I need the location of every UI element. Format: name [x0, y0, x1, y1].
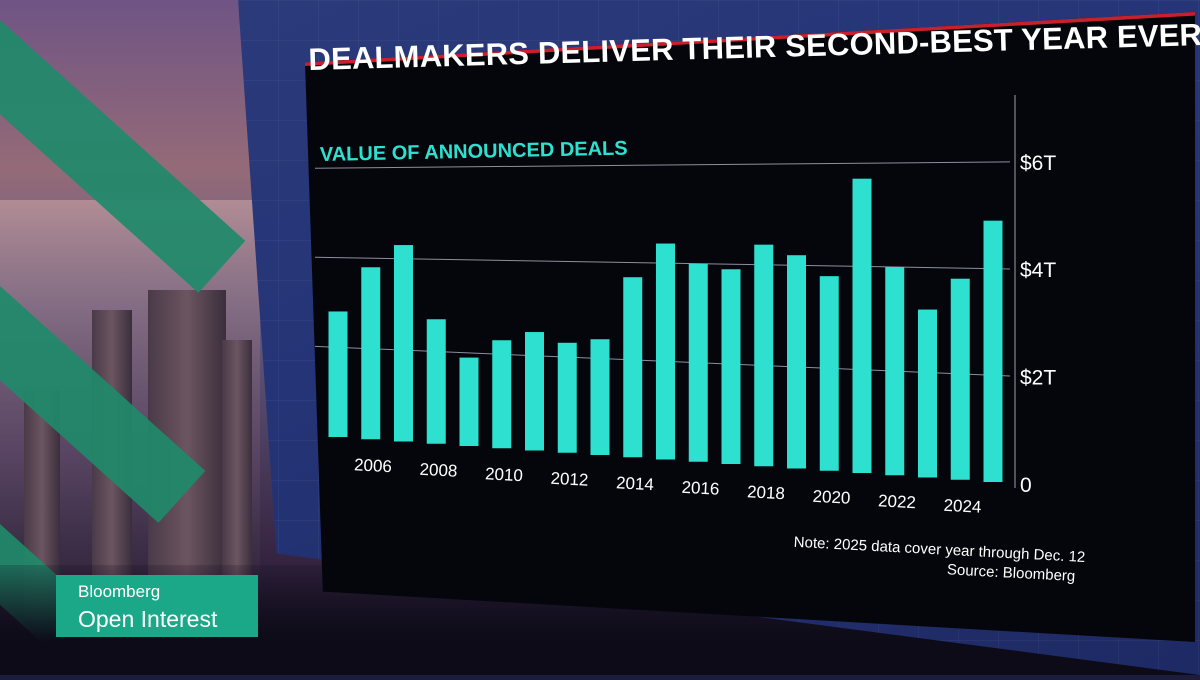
bar-2021: [852, 178, 872, 473]
bar-2013: [590, 339, 610, 455]
bar-2012: [557, 342, 577, 453]
x-tick-label: 2022: [878, 491, 917, 512]
y-tick-label: $4T: [1020, 259, 1056, 282]
x-tick-label: 2008: [419, 460, 458, 481]
y-tick-label: $6T: [1020, 152, 1056, 175]
brand-label: Bloomberg: [78, 582, 161, 601]
x-tick-label: 2012: [550, 469, 589, 490]
bar-2017: [721, 269, 741, 464]
x-tick-label: 2020: [812, 487, 851, 508]
bar-2025: [983, 220, 1003, 482]
bar-2022: [885, 267, 905, 476]
chart-subtitle: VALUE OF ANNOUNCED DEALS: [320, 138, 628, 166]
show-lower-third: Bloomberg Open Interest: [56, 575, 258, 637]
x-tick-label: 2016: [681, 478, 720, 499]
x-tick-label: 2024: [943, 496, 982, 517]
bar-2006: [361, 267, 381, 440]
bar-2008: [426, 319, 446, 444]
bar-2018: [754, 244, 774, 467]
bar-2014: [623, 277, 643, 458]
x-tick-label: 2014: [616, 473, 655, 494]
bar-layer: [328, 178, 1003, 482]
bar-2005: [328, 311, 348, 437]
bar-2011: [525, 332, 544, 451]
chart-note: Note: 2025 data cover year through Dec. …: [793, 534, 1085, 566]
chart-source: Source: Bloomberg: [947, 561, 1076, 585]
y-tick-label: 0: [1020, 474, 1032, 497]
bar-2024: [950, 278, 970, 480]
bar-2010: [492, 340, 512, 449]
label-layer: 0 $2T $4T $6T 2006 2008 2010 2012 2014 2016 2018 20…: [354, 152, 1057, 517]
bar-2007: [394, 245, 413, 442]
x-tick-label: 2010: [485, 464, 524, 485]
show-name: Open Interest: [78, 606, 218, 632]
gridline: [314, 161, 1011, 169]
chart-panel: [305, 12, 1195, 642]
bar-2016: [688, 263, 708, 462]
bar-2020: [819, 276, 839, 471]
bar-2023: [918, 309, 937, 478]
x-tick-label: 2006: [354, 455, 393, 476]
bar-2009: [459, 357, 479, 446]
bar-2019: [787, 255, 806, 469]
y-tick-label: $2T: [1020, 366, 1056, 389]
x-tick-label: 2018: [747, 482, 786, 503]
bar-2015: [656, 243, 675, 460]
